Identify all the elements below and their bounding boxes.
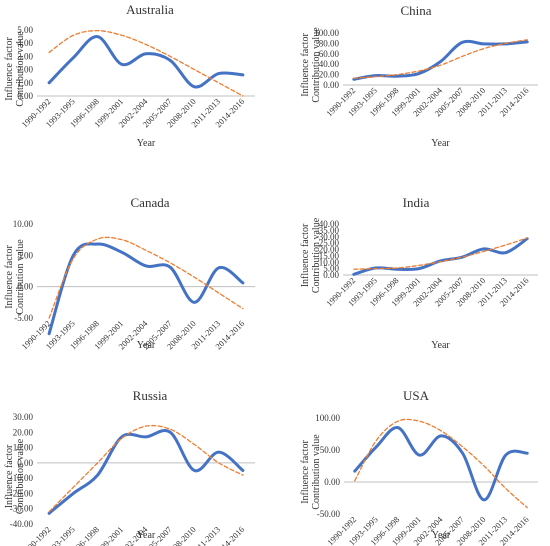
y-axis-label: Influence factor	[4, 37, 15, 101]
chart-panel-china: China0.0020.0040.0060.0080.00100.001990-…	[300, 3, 538, 149]
y-tick-label: 30.00	[319, 232, 340, 242]
series-line-canada	[47, 242, 245, 336]
y-axis-label: Contribution value	[311, 27, 322, 103]
y-tick-label: 0.00	[17, 91, 33, 101]
trend-line-canada	[48, 236, 244, 319]
chart-panel-canada: Canada-5.000.005.0010.001990-19921993-19…	[4, 195, 255, 351]
y-tick-label: 1.00	[17, 78, 33, 88]
y-tick-label: 25.00	[319, 238, 340, 248]
y-tick-label: 50.00	[320, 445, 341, 455]
y-axis-label: Influence factor	[300, 33, 311, 97]
y-tick-label: 2.00	[17, 65, 33, 75]
y-tick-label: 40.00	[319, 59, 340, 69]
y-tick-label: 3.00	[17, 51, 33, 61]
series-line-china	[352, 39, 529, 81]
chart-title-india: India	[403, 195, 430, 210]
y-tick-label: -20.00	[10, 488, 34, 498]
y-axis-label: Contribution value	[15, 239, 26, 315]
chart-panel-russia: Russia -40.00 -30.00 -20.00 -10.00 0.00 10.00 2…	[4, 388, 255, 546]
y-tick-label: 0.00	[323, 80, 339, 90]
trend-line-india	[353, 237, 528, 270]
y-tick-label: 20.00	[319, 70, 340, 80]
y-tick-label: 80.00	[319, 38, 340, 48]
x-axis-label: Year	[432, 530, 451, 541]
chart-title-china: China	[400, 3, 431, 18]
y-tick-label: 5.00	[17, 25, 33, 35]
y-axis-label: Contribution value	[15, 438, 26, 514]
y-axis-label: Influence factor	[4, 444, 15, 508]
series-line-usa	[353, 426, 529, 502]
trend-line-usa	[354, 418, 528, 509]
y-axis-label: Influence factor	[300, 440, 311, 504]
y-tick-label: 100.00	[315, 413, 340, 423]
y-tick-label: -50.00	[317, 509, 341, 519]
x-axis-label: Year	[431, 138, 450, 149]
y-tick-label: 60.00	[319, 49, 340, 59]
y-axis-label: Influence factor	[300, 223, 311, 287]
y-tick-label: 20.00	[13, 427, 34, 437]
y-tick-label: 40.00	[319, 219, 340, 229]
x-tick-label: 2011-2013	[189, 524, 222, 546]
y-tick-label: 10.00	[13, 219, 34, 229]
y-tick-label: 35.00	[319, 225, 340, 235]
chart-title-canada: Canada	[131, 195, 170, 210]
y-tick-label: 0.00	[17, 458, 33, 468]
chart-title-australia: Australia	[126, 2, 174, 17]
y-axis-label: Contribution value	[15, 31, 26, 107]
y-axis-label: Influence factor	[4, 245, 15, 309]
x-axis-label: Year	[431, 340, 450, 351]
series-line-australia	[47, 35, 245, 89]
series-line-russia	[47, 429, 245, 515]
y-axis-label: Contribution value	[311, 434, 322, 510]
trend-line-russia	[48, 424, 244, 513]
y-tick-label: -30.00	[10, 504, 34, 514]
chart-panel-india: India 0.005.0010.0015.0020.0025.0030.0035…	[300, 195, 538, 351]
x-axis-label: Year	[137, 138, 156, 149]
y-tick-label: -5.00	[14, 313, 33, 323]
chart-title-usa: USA	[403, 388, 430, 403]
y-tick-label: -40.00	[10, 519, 34, 529]
y-tick-label: 0.00	[17, 282, 33, 292]
chart-panel-australia: Australia0.001.002.003.004.005.001990-19…	[4, 2, 255, 149]
y-tick-label: 5.00	[323, 264, 339, 274]
trend-line-china	[353, 39, 528, 79]
x-axis-label: Year	[137, 530, 156, 541]
y-tick-label: 10.00	[319, 257, 340, 267]
y-tick-label: 0.00	[323, 270, 339, 280]
y-tick-label: 0.00	[324, 477, 340, 487]
y-tick-label: 10.00	[13, 443, 34, 453]
y-tick-label: 100.00	[314, 28, 339, 38]
y-tick-label: 20.00	[319, 245, 340, 255]
y-tick-label: 30.00	[13, 412, 34, 422]
y-tick-label: 5.00	[17, 250, 33, 260]
y-tick-label: -10.00	[10, 473, 34, 483]
x-axis-label: Year	[137, 340, 156, 351]
y-tick-label: 15.00	[319, 251, 340, 261]
chart-title-russia: Russia	[133, 388, 168, 403]
y-axis-label: Contribution value	[311, 217, 322, 293]
y-tick-label: 4.00	[17, 38, 33, 48]
trend-line-australia	[48, 30, 244, 97]
chart-panel-usa: USA-50.000.0050.00100.001990-19921993-19…	[300, 388, 538, 546]
